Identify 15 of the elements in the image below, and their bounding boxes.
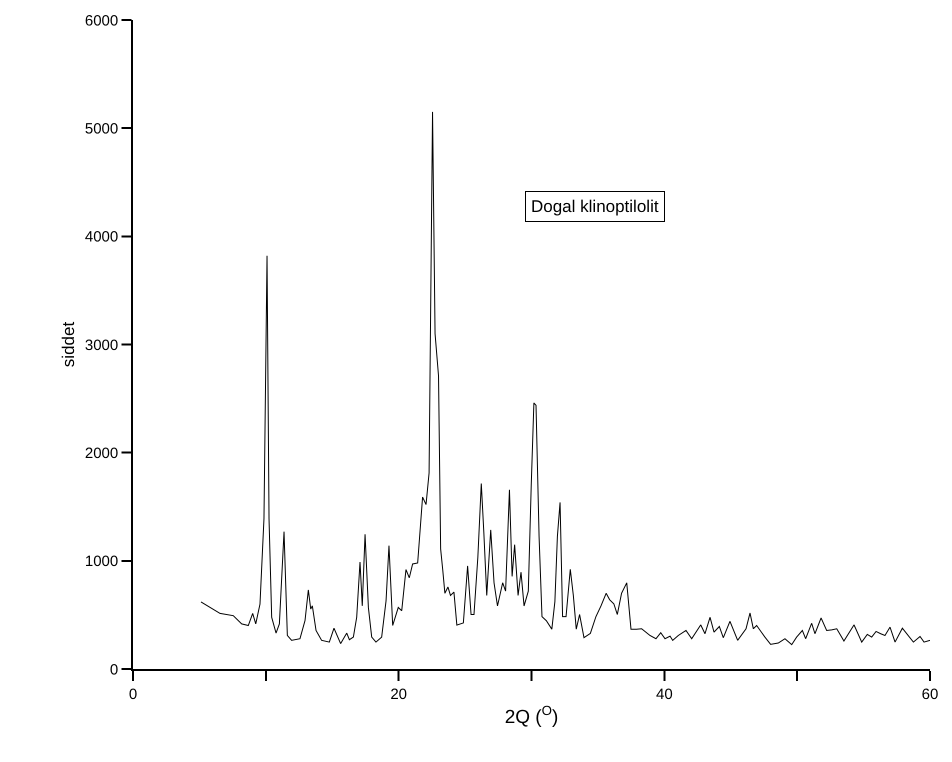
y-tick-label: 3000 bbox=[84, 336, 118, 354]
y-tick-label: 2000 bbox=[84, 444, 118, 462]
x-tick-label: 0 bbox=[128, 686, 138, 703]
y-tick-label: 5000 bbox=[84, 120, 118, 138]
y-tick-label: 4000 bbox=[84, 228, 118, 246]
y-tick-label: 1000 bbox=[84, 553, 118, 570]
line-series bbox=[200, 111, 930, 646]
y-axis-title: siddet bbox=[58, 322, 78, 368]
y-tick-label: 6000 bbox=[84, 12, 118, 30]
y-tick-label: 0 bbox=[110, 661, 118, 678]
x-tick-label: 40 bbox=[656, 686, 673, 703]
x-tick-label: 20 bbox=[390, 686, 408, 703]
annotation: Dogal klinoptilolit bbox=[531, 197, 659, 216]
x-axis-title: 2Q ($^{O}$) bbox=[504, 703, 558, 728]
x-tick-label: 60 bbox=[922, 686, 938, 703]
